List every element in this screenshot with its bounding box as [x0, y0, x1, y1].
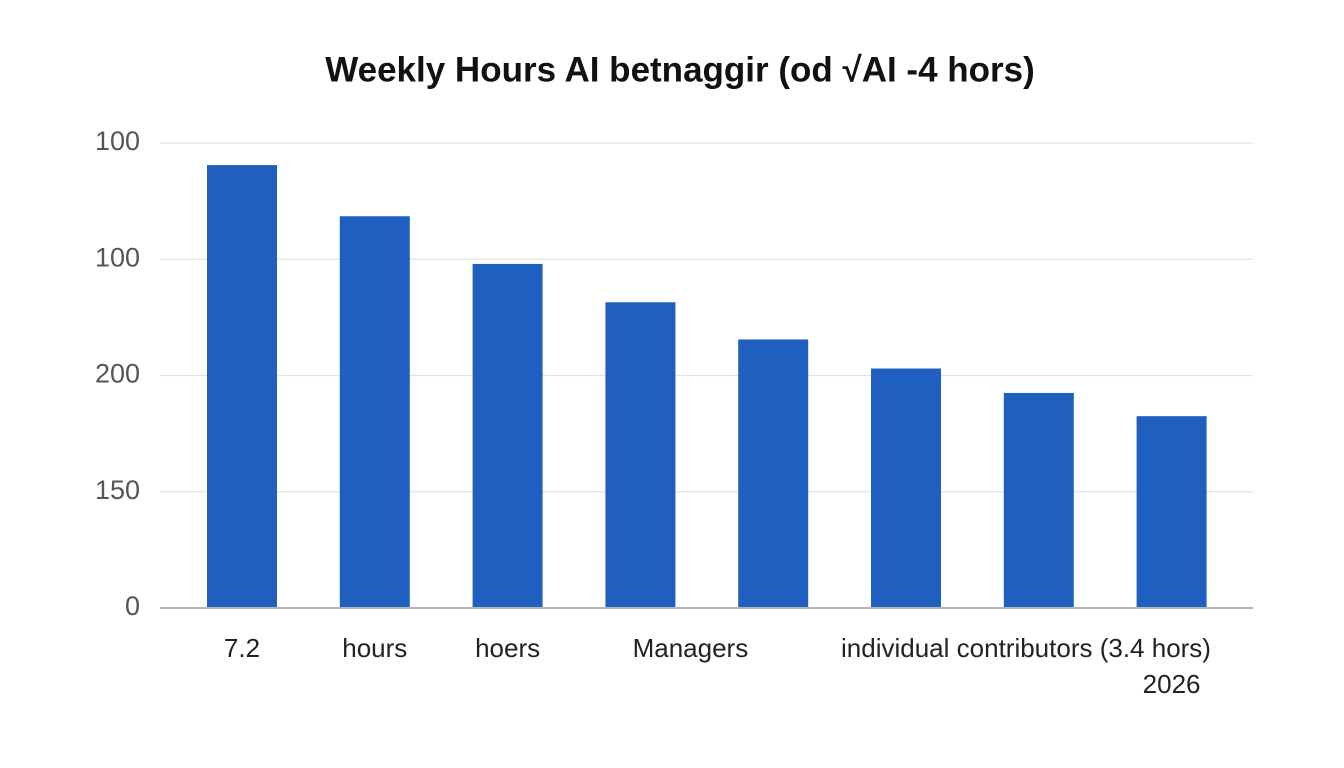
bar [207, 165, 277, 608]
y-tick-label: 100 [95, 242, 140, 272]
x-tick-label: Managers [633, 633, 749, 663]
bar [871, 368, 941, 608]
bar [1136, 416, 1207, 608]
bar [738, 339, 809, 608]
x-tick-label: 2026 [1143, 669, 1201, 699]
bar [605, 302, 676, 608]
y-tick-label: 100 [95, 126, 140, 156]
bar [472, 263, 543, 608]
chart-title: Weekly Hours AI betnaggir (od √AI -4 hor… [325, 50, 1035, 89]
x-tick-label: hoers [475, 633, 540, 663]
x-tick-label: hours [342, 633, 407, 663]
x-tick-label: 7.2 [224, 633, 260, 663]
y-tick-label: 200 [95, 359, 140, 389]
bar [1003, 392, 1074, 608]
bar [339, 216, 410, 609]
y-tick-label: 150 [95, 475, 140, 505]
x-tick-label: individual contributors (3.4 hors) [841, 633, 1211, 663]
y-tick-label: 0 [125, 591, 140, 621]
